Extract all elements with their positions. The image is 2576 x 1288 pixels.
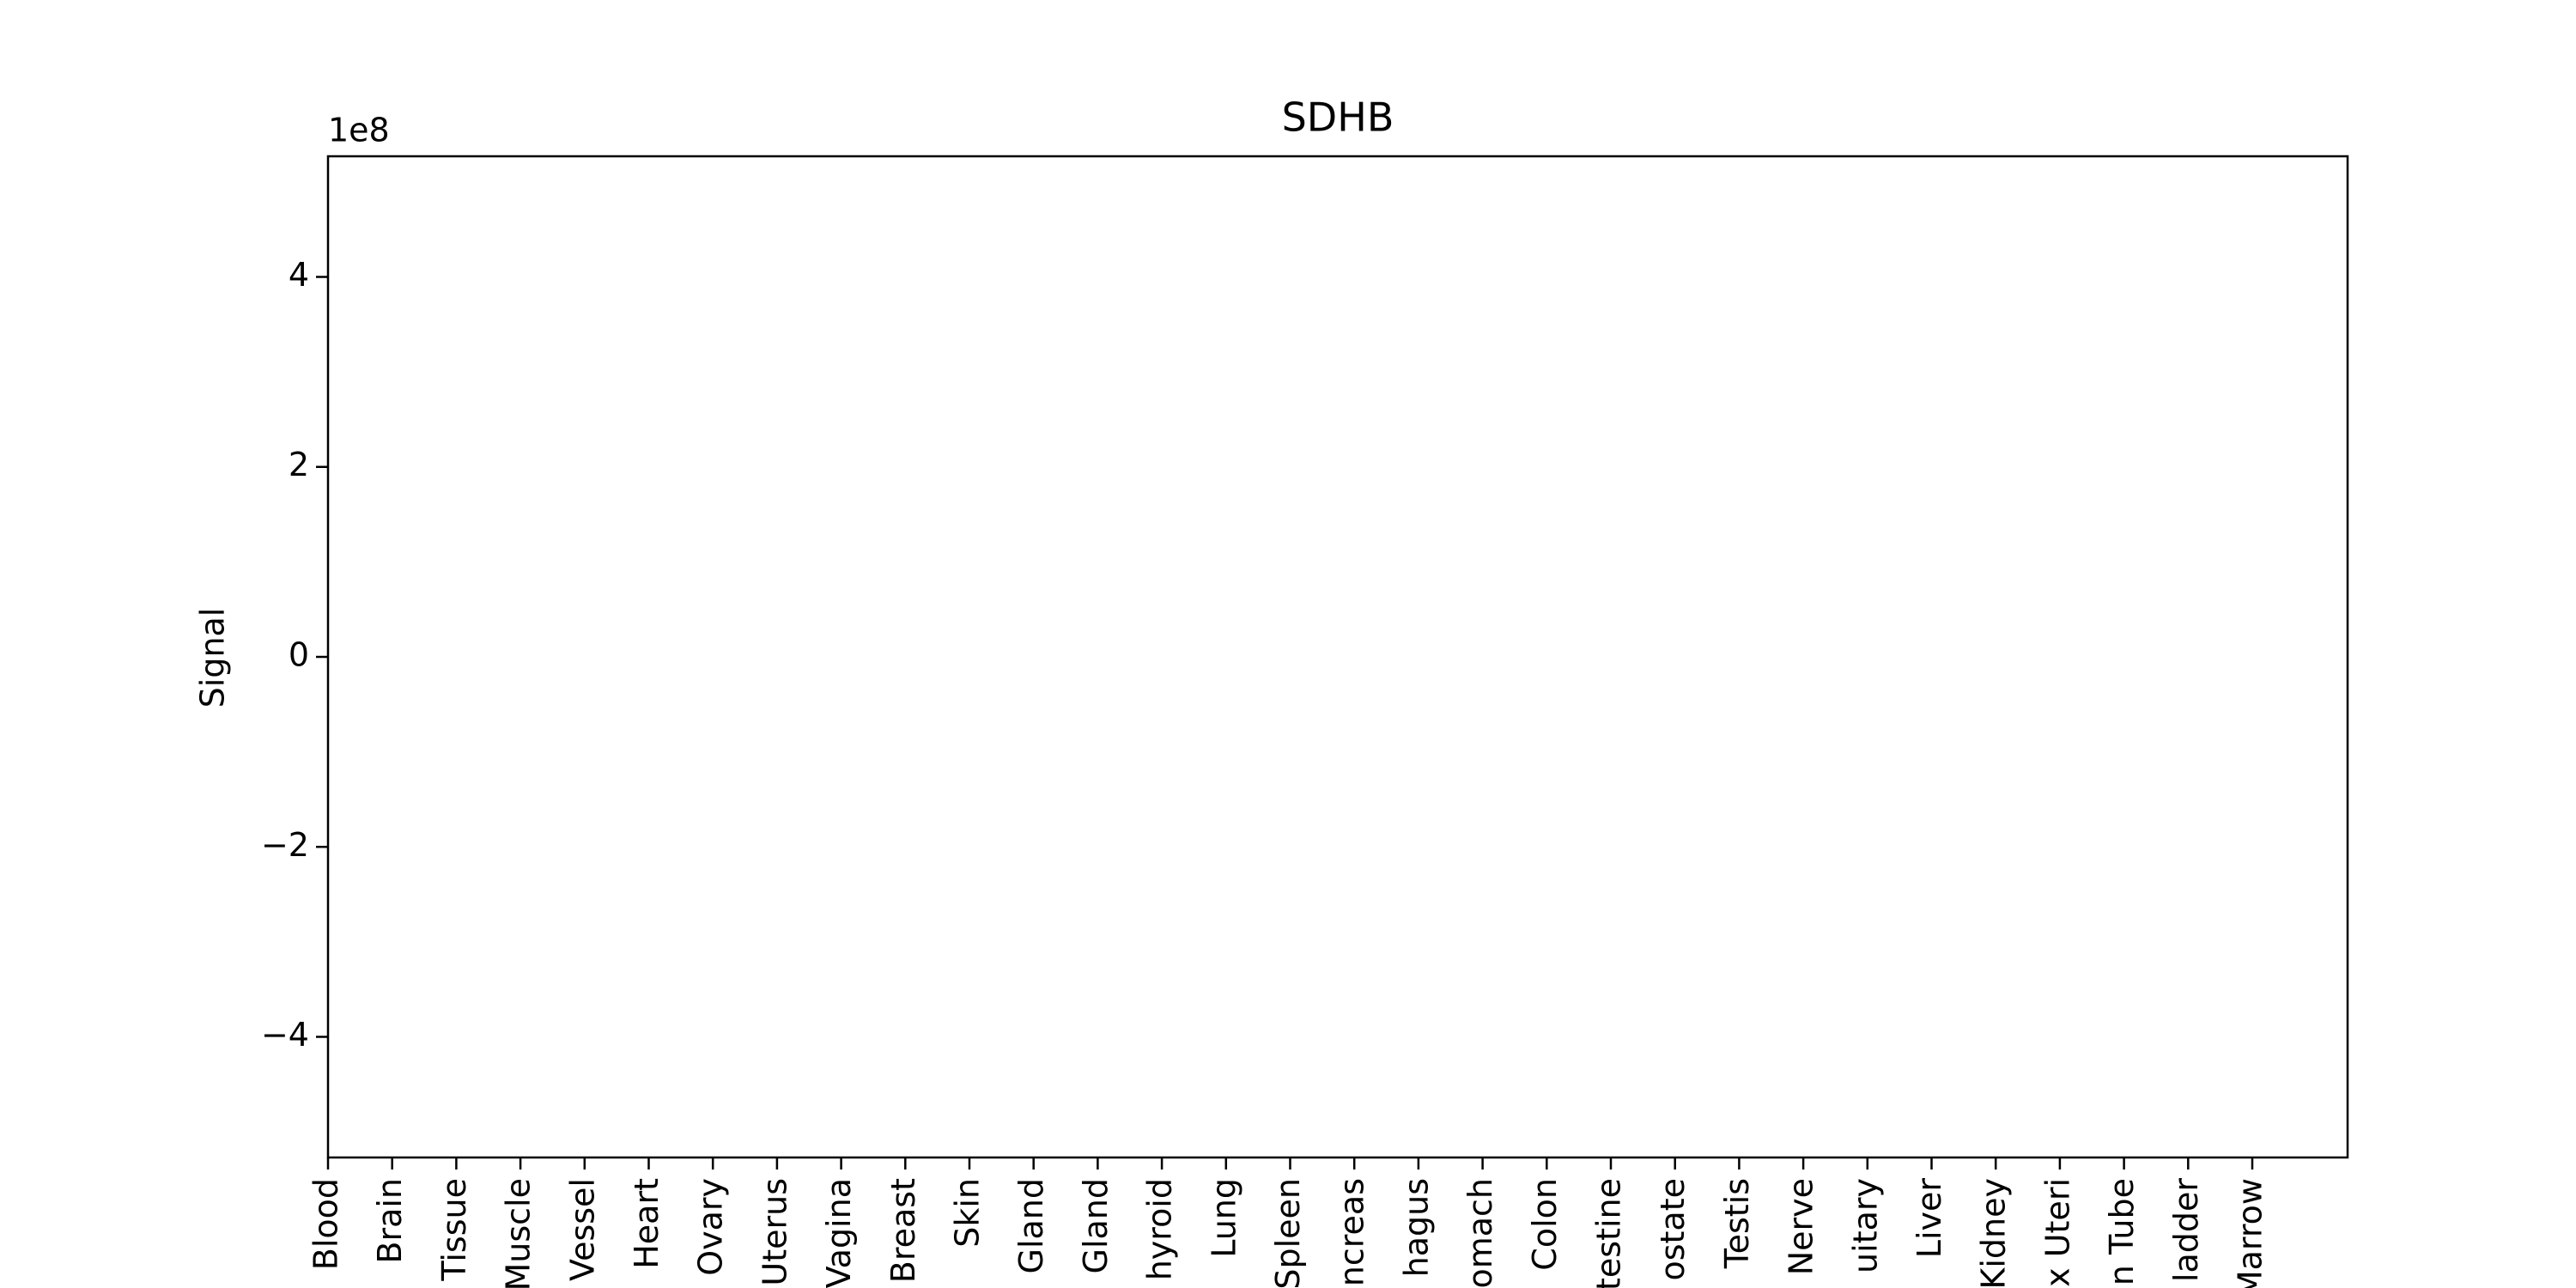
- y-tick-label: 0: [289, 636, 309, 674]
- x-tick-label: hyroid: [1141, 1178, 1179, 1280]
- x-tick-label: ladder: [2167, 1178, 2205, 1282]
- x-tick-label: n Tube: [2103, 1178, 2141, 1285]
- x-tick-label: uitary: [1846, 1178, 1884, 1273]
- y-axis-label: Signal: [194, 608, 232, 708]
- x-tick-label: omach: [1461, 1178, 1499, 1288]
- x-tick-label: testine: [1590, 1178, 1628, 1288]
- x-tick-label: ncreas: [1334, 1178, 1371, 1286]
- y-offset-label: 1e8: [328, 112, 390, 149]
- x-tick-label: Marrow: [2232, 1178, 2269, 1288]
- x-tick-label: Skin: [949, 1178, 987, 1248]
- x-tick-label: Brain: [371, 1178, 409, 1264]
- x-tick-label: Lung: [1205, 1178, 1242, 1258]
- x-tick-label: Kidney: [1975, 1178, 2013, 1288]
- x-tick-label: Heart: [628, 1178, 665, 1269]
- x-tick-label: Vessel: [563, 1178, 601, 1281]
- x-tick-label: Spleen: [1269, 1178, 1307, 1288]
- chart-title: SDHB: [1282, 94, 1394, 141]
- x-tick-label: x Uteri: [2038, 1178, 2076, 1287]
- x-tick-label: Blood: [307, 1178, 345, 1270]
- plot-frame: [326, 155, 2349, 1159]
- x-tick-label: Gland: [1077, 1178, 1115, 1274]
- x-tick-label: Testis: [1718, 1178, 1756, 1269]
- x-tick-label: Ovary: [692, 1178, 730, 1276]
- x-tick-label: Uterus: [756, 1178, 793, 1286]
- x-tick-label: Gland: [1012, 1178, 1050, 1274]
- x-tick-label: Colon: [1526, 1178, 1564, 1271]
- x-tick-label: Liver: [1911, 1178, 1948, 1259]
- x-tick-label: Breast: [884, 1178, 922, 1283]
- x-tick-label: Tissue: [435, 1178, 473, 1282]
- x-tick-label: Muscle: [500, 1178, 538, 1288]
- x-tick-label: Nerve: [1783, 1178, 1820, 1275]
- y-tick-label: 4: [289, 256, 309, 294]
- y-tick-label: 2: [289, 446, 309, 483]
- y-tick-label: −2: [261, 826, 309, 864]
- x-tick-label: Vagina: [820, 1178, 858, 1288]
- y-tick-label: −4: [261, 1016, 309, 1054]
- x-tick-label: ostate: [1654, 1178, 1692, 1281]
- x-tick-label: hagus: [1397, 1178, 1435, 1277]
